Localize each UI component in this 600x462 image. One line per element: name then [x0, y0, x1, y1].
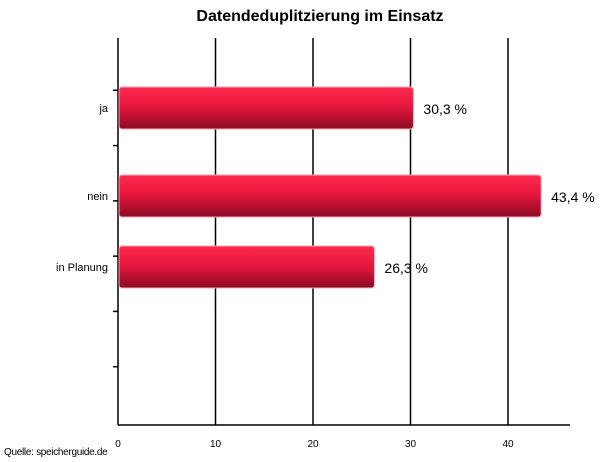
bars: [118, 86, 542, 289]
data-label: 30,3 %: [423, 101, 467, 117]
chart-title: Datendeduplitzierung im Einsatz: [196, 8, 444, 25]
bar-in-planung: [118, 245, 375, 289]
x-tick-label-20: 20: [307, 439, 319, 450]
data-label: 43,4 %: [551, 189, 595, 205]
category-label: in Planung: [56, 262, 108, 274]
x-tick-label-0: 0: [115, 439, 121, 450]
data-label: 26,3 %: [384, 260, 428, 276]
source-note: Quelle: speicherguide.de: [4, 447, 108, 458]
x-tick-label-30: 30: [405, 439, 417, 450]
x-tick-label-10: 10: [210, 439, 222, 450]
bar-nein: [118, 174, 542, 218]
category-label: nein: [87, 191, 108, 203]
category-label: ja: [98, 103, 108, 115]
bar-ja: [118, 86, 414, 130]
labels: 0 10 20 30 40 ja 30,3 % nein 43,4 % in Planung 26,…: [56, 101, 595, 450]
axes: [113, 38, 570, 426]
x-tick-label-40: 40: [502, 439, 514, 450]
